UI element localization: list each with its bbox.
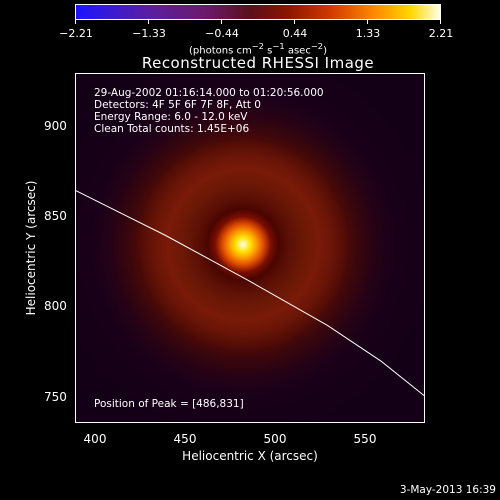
detectors-text: Detectors: 4F 5F 6F 7F 8F, Att 0 [94,99,261,111]
colorbar-tick [75,20,76,24]
clean-counts-text: Clean Total counts: 1.45E+06 [94,123,250,135]
image-overlay [76,190,424,397]
colorbar [75,4,441,20]
colorbar-tick-label: −2.21 [59,27,93,40]
colorbar-tick [148,20,149,24]
colorbar-tick [294,20,295,24]
y-tick-label: 850 [44,209,67,223]
energy-range-text: Energy Range: 6.0 - 12.0 keV [94,111,248,123]
x-tick-label: 450 [173,432,197,446]
x-tick-label: 550 [353,432,377,446]
peak-position-text: Position of Peak = [486,831] [94,398,244,410]
colorbar-tick [440,20,441,24]
solar-limb-curve [76,190,424,397]
colorbar-tick-label: −1.33 [132,27,166,40]
x-axis-label: Heliocentric X (arcsec) [182,449,318,463]
colorbar-tick-label: 2.21 [428,27,454,40]
colorbar-unit-label: (photons cm−2 s−1 asec−2) [188,41,328,57]
colorbar-tick-label: 0.44 [282,27,308,40]
image-title: Reconstructed RHESSI Image [141,54,375,72]
x-tick-label: 400 [83,432,107,446]
time-range-text: 29-Aug-2002 01:16:14.000 to 01:20:56.000 [94,87,324,99]
y-tick-label: 750 [44,390,67,404]
colorbar-tick-label: 1.33 [355,27,381,40]
colorbar-tick [367,20,368,24]
y-tick-label: 900 [44,119,67,133]
x-tick-label: 500 [263,432,287,446]
y-axis-label: Heliocentric Y (arcsec) [24,180,38,316]
footer-date: 3-May-2013 16:39 [399,484,496,496]
colorbar-tick-label: −0.44 [205,27,239,40]
colorbar-tick [221,20,222,24]
y-tick-label: 800 [44,299,67,313]
rhessi-image-panel: 29-Aug-2002 01:16:14.000 to 01:20:56.000… [75,73,425,423]
